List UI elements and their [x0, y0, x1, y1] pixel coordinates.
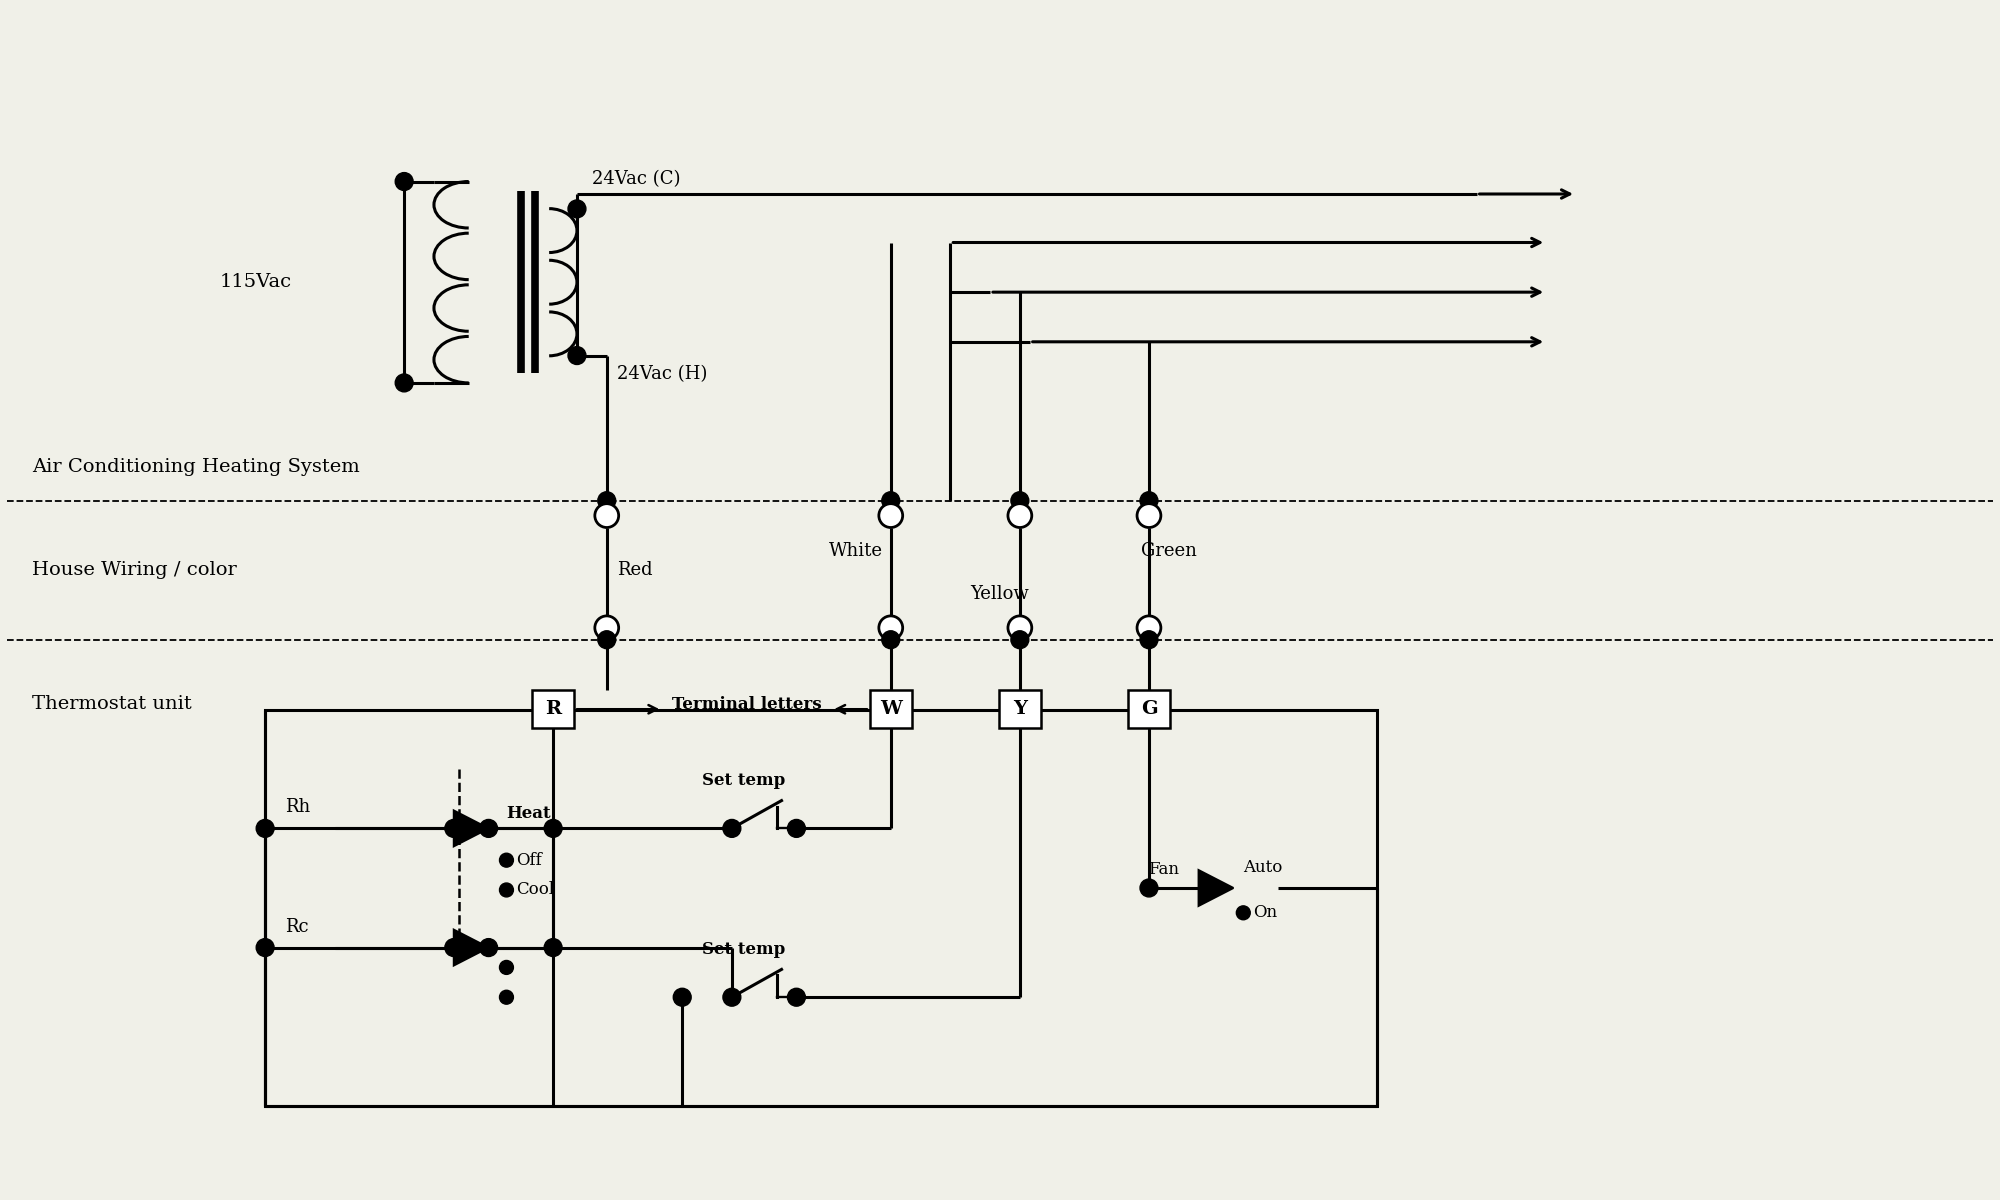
Text: On: On — [1254, 905, 1278, 922]
Circle shape — [500, 990, 514, 1004]
Circle shape — [568, 200, 586, 218]
Circle shape — [1008, 616, 1032, 640]
Circle shape — [598, 492, 616, 510]
Circle shape — [480, 820, 498, 838]
Circle shape — [396, 374, 414, 392]
Text: Cool: Cool — [516, 882, 554, 899]
Text: Air Conditioning Heating System: Air Conditioning Heating System — [32, 458, 360, 476]
Text: Fan: Fan — [1148, 862, 1178, 878]
Circle shape — [256, 938, 274, 956]
Text: Rh: Rh — [286, 798, 310, 816]
Text: Auto: Auto — [1244, 859, 1282, 876]
Text: Thermostat unit: Thermostat unit — [32, 695, 192, 713]
Circle shape — [594, 616, 618, 640]
Circle shape — [1236, 906, 1250, 919]
Bar — [870, 690, 912, 728]
Text: Red: Red — [616, 562, 652, 580]
Circle shape — [1138, 504, 1160, 528]
Circle shape — [568, 347, 586, 365]
Polygon shape — [454, 810, 488, 846]
Circle shape — [544, 820, 562, 838]
Circle shape — [882, 631, 900, 649]
Bar — [1000, 690, 1040, 728]
Circle shape — [594, 504, 618, 528]
Text: Heat: Heat — [506, 805, 552, 822]
Circle shape — [500, 853, 514, 868]
Circle shape — [878, 616, 902, 640]
Bar — [532, 690, 574, 728]
Text: Green: Green — [1140, 542, 1196, 560]
Text: Rc: Rc — [286, 918, 308, 936]
Circle shape — [256, 820, 274, 838]
Circle shape — [444, 938, 462, 956]
Text: House Wiring / color: House Wiring / color — [32, 562, 236, 580]
Bar — [1128, 690, 1170, 728]
Circle shape — [444, 820, 462, 838]
Polygon shape — [454, 930, 488, 966]
Text: Y: Y — [1012, 701, 1026, 719]
Circle shape — [480, 938, 498, 956]
Circle shape — [1140, 492, 1158, 510]
Text: Off: Off — [516, 852, 542, 869]
Circle shape — [1138, 616, 1160, 640]
Polygon shape — [1198, 870, 1234, 906]
Circle shape — [544, 938, 562, 956]
Circle shape — [396, 173, 414, 191]
Text: R: R — [546, 701, 562, 719]
Circle shape — [674, 989, 692, 1006]
Circle shape — [1140, 880, 1158, 896]
Text: 115Vac: 115Vac — [220, 274, 292, 292]
Circle shape — [1010, 631, 1028, 649]
Text: Yellow: Yellow — [970, 586, 1030, 604]
Circle shape — [1010, 492, 1028, 510]
Circle shape — [1008, 504, 1032, 528]
Circle shape — [598, 631, 616, 649]
Circle shape — [788, 820, 806, 838]
Circle shape — [878, 504, 902, 528]
Text: G: G — [1140, 701, 1158, 719]
Circle shape — [722, 820, 740, 838]
Circle shape — [500, 883, 514, 896]
Circle shape — [722, 989, 740, 1006]
Bar — [266, 710, 1378, 1106]
Text: 24Vac (H): 24Vac (H) — [616, 366, 708, 384]
Text: Set temp: Set temp — [702, 772, 786, 788]
Text: 24Vac (C): 24Vac (C) — [592, 170, 680, 188]
Circle shape — [788, 989, 806, 1006]
Text: W: W — [880, 701, 902, 719]
Circle shape — [882, 492, 900, 510]
Text: Set temp: Set temp — [702, 941, 786, 958]
Text: Terminal letters: Terminal letters — [672, 696, 822, 713]
Circle shape — [1140, 631, 1158, 649]
Text: White: White — [830, 542, 884, 560]
Circle shape — [500, 960, 514, 974]
